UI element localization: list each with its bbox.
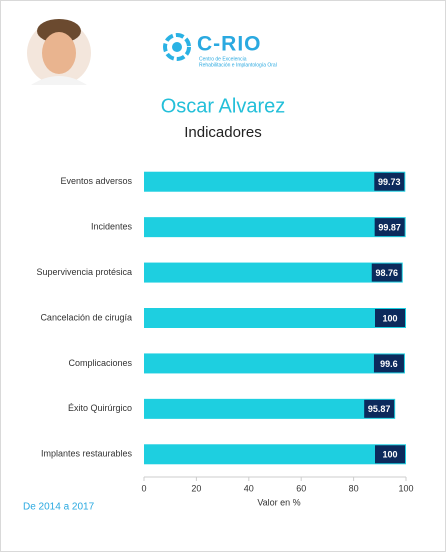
x-tick-label: 20 bbox=[191, 483, 201, 493]
value-label-box bbox=[375, 309, 405, 327]
value-label: 99.6 bbox=[380, 359, 398, 369]
value-label: 100 bbox=[382, 313, 397, 323]
y-tick-label: Incidentes bbox=[91, 222, 133, 232]
bar bbox=[144, 398, 396, 419]
x-tick-label: 0 bbox=[141, 483, 146, 493]
bar bbox=[144, 171, 406, 192]
value-label-box bbox=[374, 172, 405, 191]
bar bbox=[144, 262, 403, 283]
bar bbox=[144, 353, 405, 374]
value-label-box bbox=[373, 354, 404, 373]
y-tick-label: Eventos adversos bbox=[60, 176, 132, 186]
chart-title: Oscar Alvarez bbox=[161, 95, 285, 117]
value-label-box bbox=[375, 445, 405, 464]
chart-subtitle: Indicadores bbox=[184, 124, 262, 141]
bar bbox=[144, 217, 406, 238]
logo-line: Rehabilitación e Implantología Oral bbox=[199, 62, 277, 68]
value-label-box bbox=[364, 399, 395, 418]
x-tick-label: 60 bbox=[296, 483, 306, 493]
value-label: 98.76 bbox=[375, 268, 398, 278]
bar bbox=[144, 308, 406, 328]
y-tick-label: Supervivencia protésica bbox=[36, 267, 132, 277]
logo-line: Centro de Excelencia bbox=[199, 56, 247, 62]
value-label: 99.73 bbox=[378, 177, 401, 187]
value-label-box bbox=[371, 263, 402, 282]
value-label: 100 bbox=[382, 450, 397, 460]
bar bbox=[144, 444, 406, 465]
profile-photo bbox=[27, 19, 91, 85]
x-axis-label: Valor en % bbox=[257, 497, 300, 507]
value-label-box bbox=[374, 218, 405, 237]
y-tick-label: Complicaciones bbox=[68, 358, 132, 368]
period: De 2014 a 2017 bbox=[23, 502, 95, 513]
x-tick-label: 40 bbox=[244, 483, 254, 493]
value-label: 95.87 bbox=[368, 404, 391, 414]
value-label: 99.87 bbox=[378, 223, 401, 233]
logo-mark bbox=[163, 33, 191, 61]
logo-name: C-RIO bbox=[197, 33, 262, 56]
y-tick-label: Implantes restaurables bbox=[41, 449, 133, 459]
y-tick-label: Cancelación de cirugía bbox=[40, 312, 132, 322]
x-tick-label: 100 bbox=[398, 483, 413, 493]
y-tick-label: Éxito Quirúrgico bbox=[68, 403, 132, 413]
x-tick-label: 80 bbox=[349, 483, 359, 493]
